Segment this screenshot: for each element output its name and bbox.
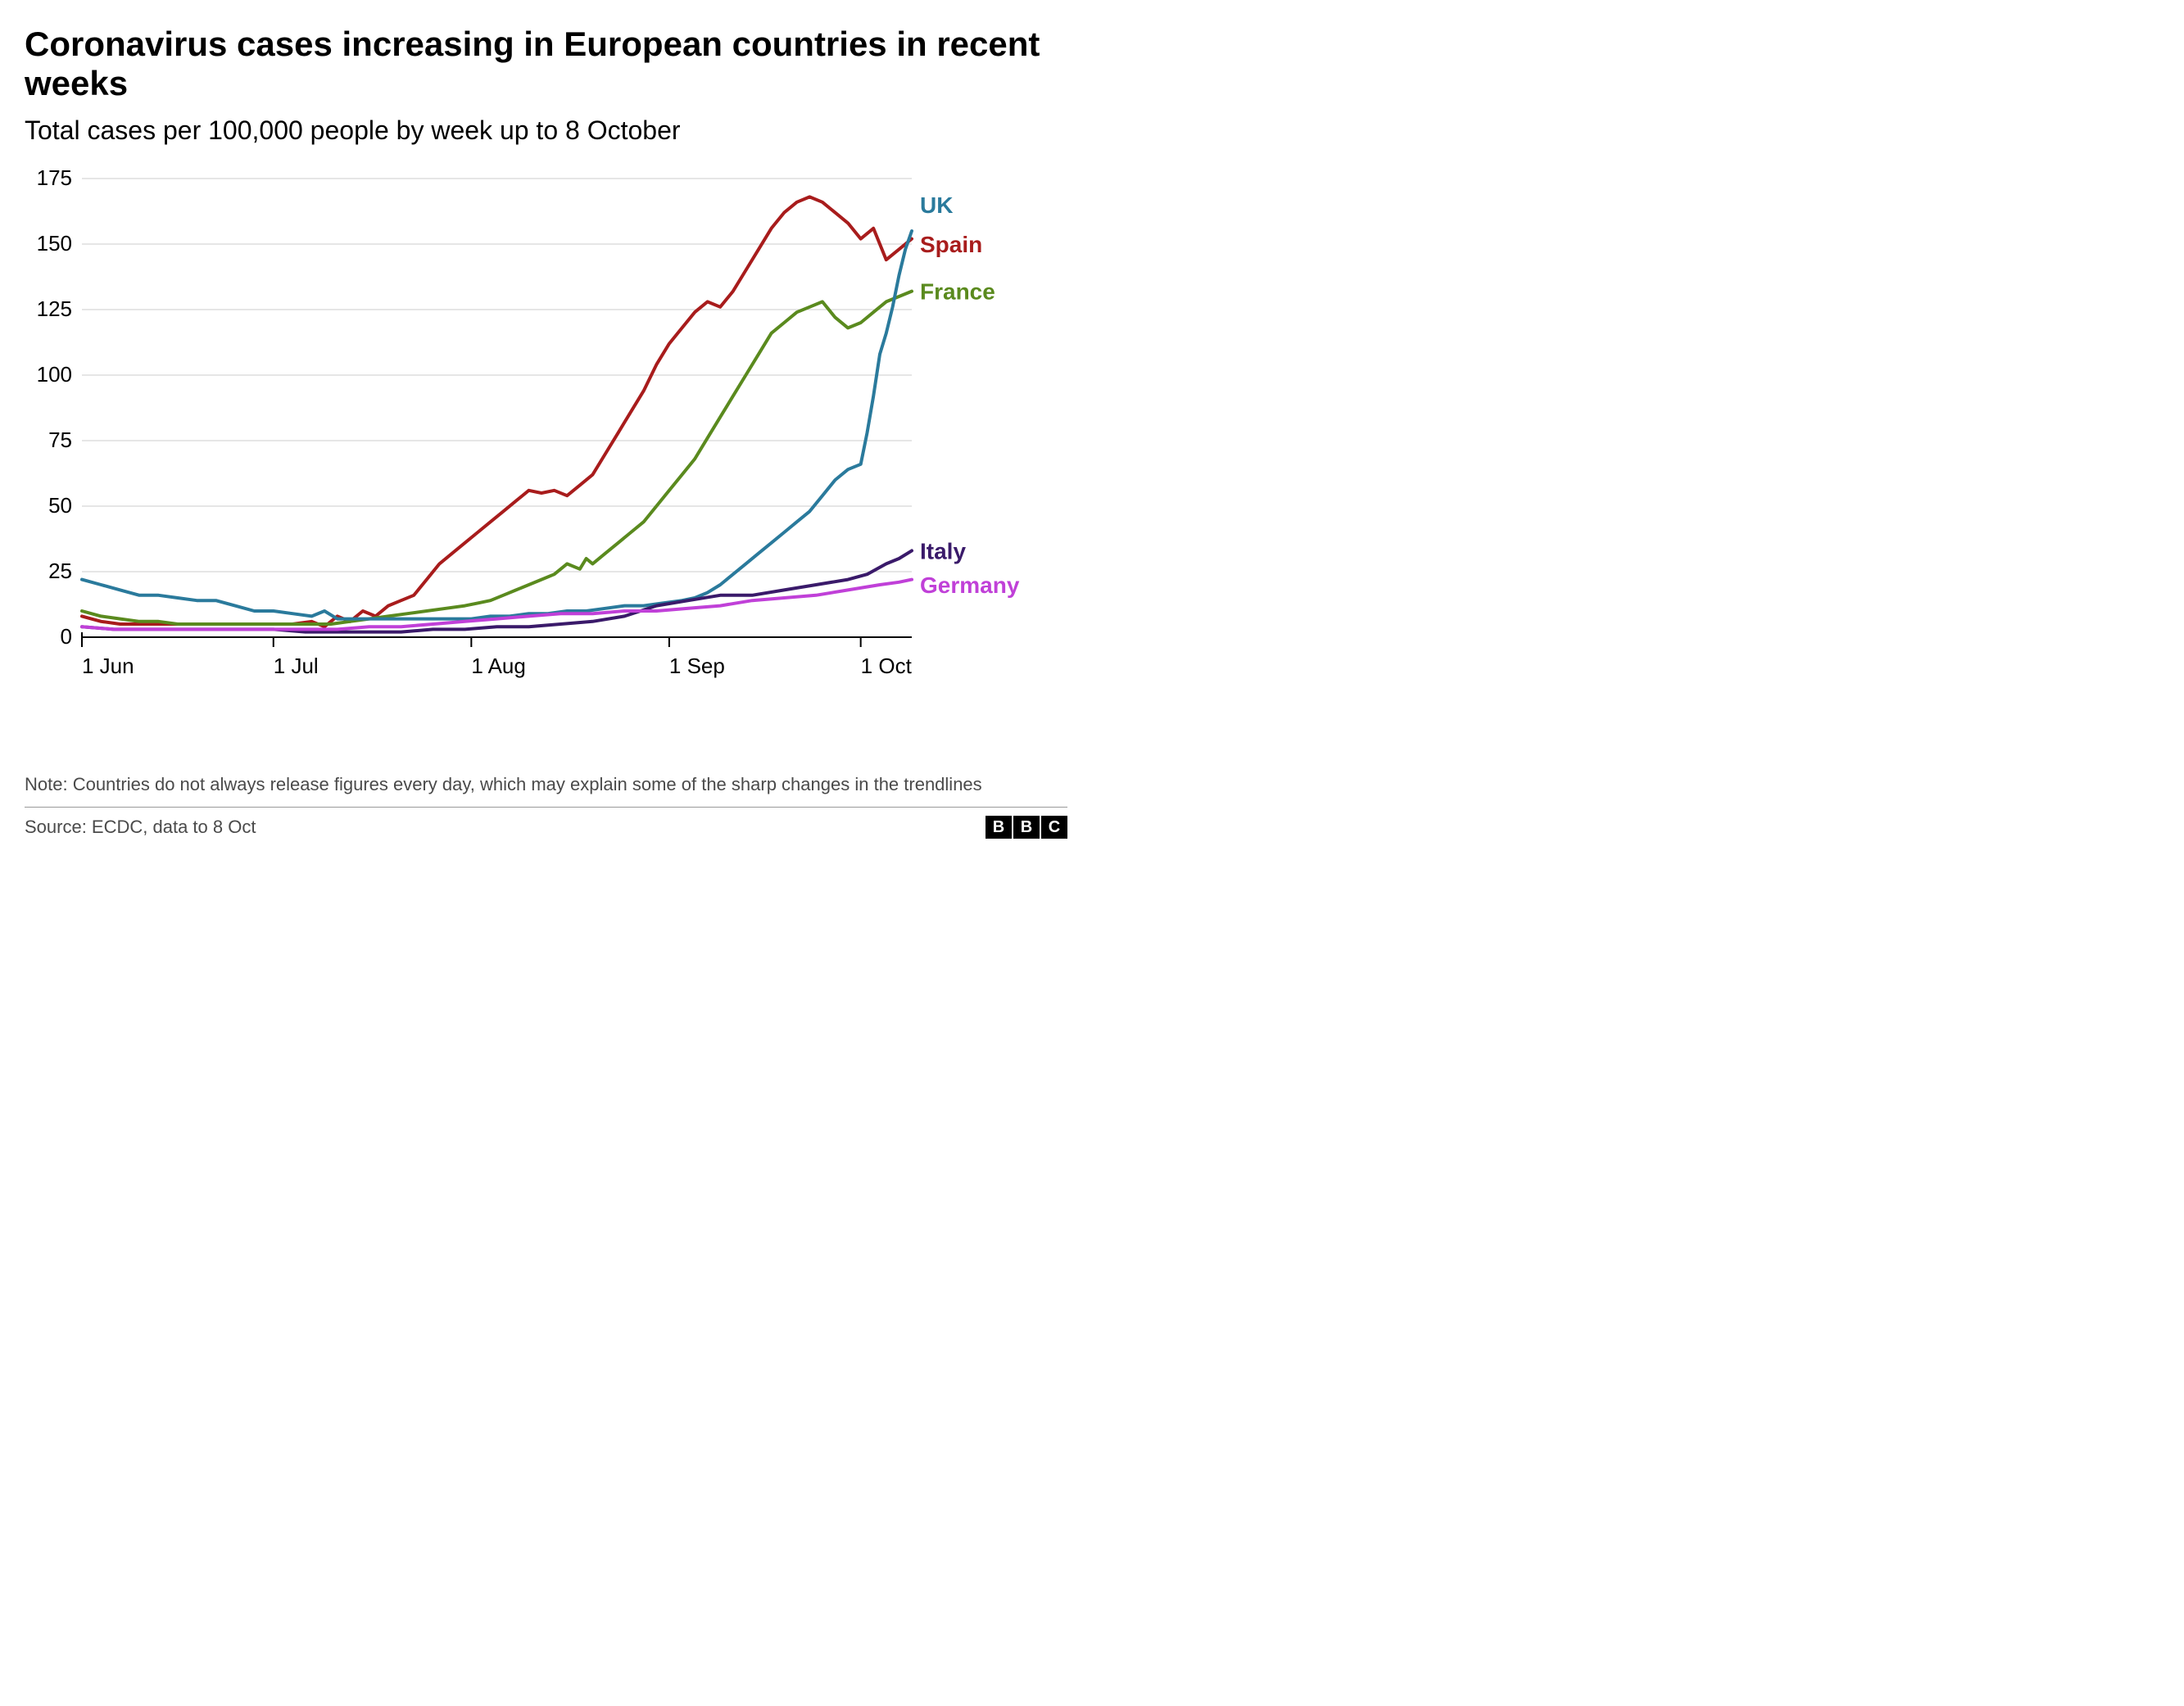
svg-text:25: 25 <box>48 559 72 583</box>
svg-text:0: 0 <box>61 624 72 649</box>
svg-text:175: 175 <box>37 170 72 190</box>
chart-footer: Source: ECDC, data to 8 Oct B B C <box>25 807 1067 839</box>
bbc-logo-letter: B <box>1013 816 1040 839</box>
svg-text:125: 125 <box>37 296 72 321</box>
bbc-logo: B B C <box>986 816 1067 839</box>
series-label-germany: Germany <box>920 572 1020 598</box>
series-line-uk <box>82 231 912 619</box>
series-line-france <box>82 291 912 623</box>
svg-text:100: 100 <box>37 362 72 387</box>
svg-text:1 Oct: 1 Oct <box>861 654 913 678</box>
svg-text:1 Jun: 1 Jun <box>82 654 134 678</box>
bbc-logo-letter: C <box>1041 816 1067 839</box>
svg-text:50: 50 <box>48 493 72 518</box>
svg-text:150: 150 <box>37 231 72 256</box>
svg-text:1 Sep: 1 Sep <box>669 654 725 678</box>
series-label-spain: Spain <box>920 232 982 257</box>
series-label-uk: UK <box>920 192 953 218</box>
series-line-spain <box>82 197 912 627</box>
svg-text:1 Aug: 1 Aug <box>471 654 526 678</box>
source-text: Source: ECDC, data to 8 Oct <box>25 817 256 838</box>
series-label-italy: Italy <box>920 538 966 563</box>
svg-text:75: 75 <box>48 428 72 452</box>
chart-container: Coronavirus cases increasing in European… <box>0 0 1092 853</box>
chart-area: 0 25 50 75 100 125 150 175 1 Jun 1 Jul 1 Aug 1 Sep 1… <box>25 170 1067 751</box>
svg-text:1 Jul: 1 Jul <box>274 654 319 678</box>
chart-note: Note: Countries do not always release fi… <box>25 773 1067 807</box>
bbc-logo-letter: B <box>986 816 1012 839</box>
series-label-france: France <box>920 278 995 304</box>
series-line-germany <box>82 579 912 629</box>
chart-title: Coronavirus cases increasing in European… <box>25 25 1067 104</box>
chart-subtitle: Total cases per 100,000 people by week u… <box>25 115 1067 146</box>
line-chart: 0 25 50 75 100 125 150 175 1 Jun 1 Jul 1 Aug 1 Sep 1… <box>25 170 1067 678</box>
